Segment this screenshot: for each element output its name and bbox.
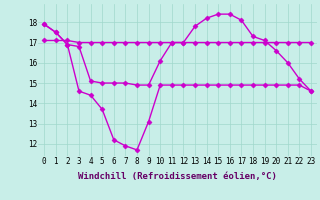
- X-axis label: Windchill (Refroidissement éolien,°C): Windchill (Refroidissement éolien,°C): [78, 172, 277, 181]
